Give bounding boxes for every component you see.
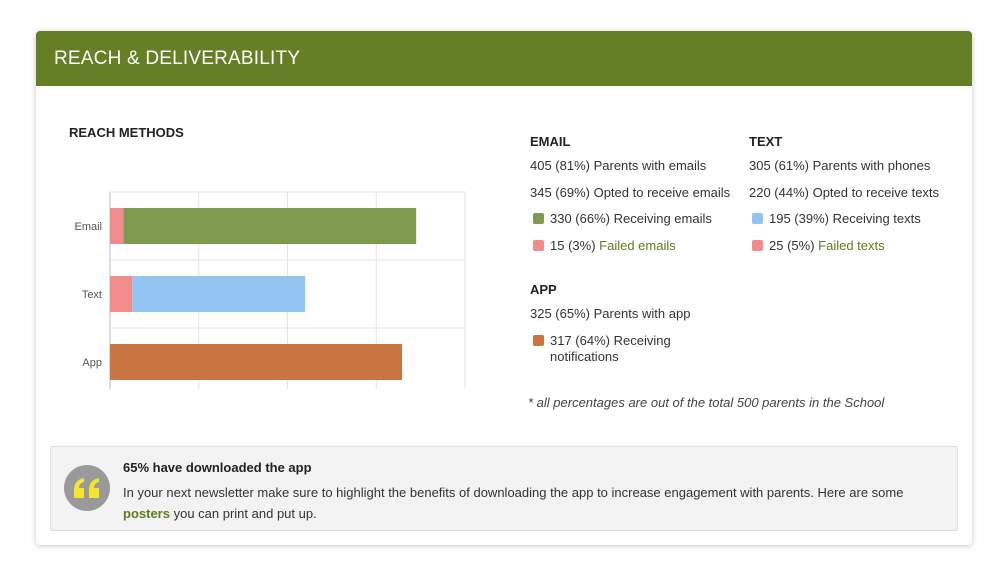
- email-receiving-row: 330 (66%) Receiving emails: [530, 211, 730, 238]
- bar-text-receiving: [132, 276, 306, 312]
- email-failed-row: 15 (3%) Failed emails: [530, 238, 730, 265]
- y-tick-label: Text: [82, 289, 102, 301]
- text-opted: 220 (44%) Opted to receive texts: [749, 184, 940, 200]
- quote-icon: [64, 465, 110, 511]
- text-receiving-row: 195 (39%) Receiving texts: [749, 211, 939, 238]
- app-with-contact: 325 (65%) Parents with app: [530, 306, 691, 321]
- email-with-contact: 405 (81%) Parents with emails: [530, 158, 707, 173]
- reach-deliverability-card: REACH & DELIVERABILITY REACH METHODS 010…: [36, 31, 972, 545]
- y-tick-label: Email: [74, 221, 102, 233]
- footnote: * all percentages are out of the total 5…: [528, 395, 885, 410]
- text-with-contact: 305 (61%) Parents with phones: [749, 158, 931, 173]
- app-receiving: 317 (64%) Receiving notifications: [550, 332, 671, 364]
- y-tick-label: App: [82, 357, 102, 369]
- app-heading: APP: [530, 282, 557, 297]
- text-receiving: 195 (39%) Receiving texts: [769, 211, 921, 226]
- email-heading: EMAIL: [530, 134, 571, 149]
- email-swatch: [533, 213, 544, 224]
- failed-emails-link[interactable]: Failed emails: [599, 237, 676, 253]
- bar-email-failed: [110, 208, 124, 244]
- card-header: REACH & DELIVERABILITY: [36, 31, 972, 86]
- chart-title: REACH METHODS: [69, 125, 184, 140]
- app-stats: APP 325 (65%) Parents with app 317 (64%)…: [530, 282, 700, 365]
- failed-texts-link[interactable]: Failed texts: [818, 237, 885, 253]
- email-receiving: 330 (66%) Receiving emails: [550, 211, 712, 226]
- callout-title: 65% have downloaded the app: [123, 460, 312, 475]
- card-title: REACH & DELIVERABILITY: [54, 47, 301, 69]
- app-swatch: [533, 334, 544, 346]
- callout-body-text: In your next newsletter make sure to hig…: [123, 485, 904, 500]
- text-stats: TEXT 305 (61%) Parents with phones 220 (…: [749, 134, 939, 264]
- text-failed-row: 25 (5%) Failed texts: [749, 238, 939, 265]
- failed-swatch: [752, 239, 763, 251]
- bar-app-receiving: [110, 344, 402, 380]
- callout-body: In your next newsletter make sure to hig…: [123, 482, 943, 524]
- callout-body-text-end: you can print and put up.: [173, 506, 317, 521]
- bar-email-receiving: [123, 208, 417, 244]
- text-swatch: [752, 213, 763, 224]
- app-receiving-row: 317 (64%) Receiving notifications: [530, 333, 700, 365]
- bar-text-failed: [110, 276, 133, 312]
- email-stats: EMAIL 405 (81%) Parents with emails 345 …: [530, 134, 730, 264]
- app-download-callout: 65% have downloaded the app In your next…: [50, 446, 958, 531]
- reach-methods-chart: 0100200300400EmailTextApp: [74, 191, 466, 389]
- text-heading: TEXT: [749, 134, 783, 149]
- posters-link[interactable]: posters: [123, 506, 170, 521]
- text-failed-count: 25 (5%): [769, 237, 815, 253]
- failed-swatch: [533, 239, 544, 251]
- email-failed-count: 15 (3%): [550, 237, 596, 253]
- email-opted: 345 (69%) Opted to receive emails: [530, 184, 731, 200]
